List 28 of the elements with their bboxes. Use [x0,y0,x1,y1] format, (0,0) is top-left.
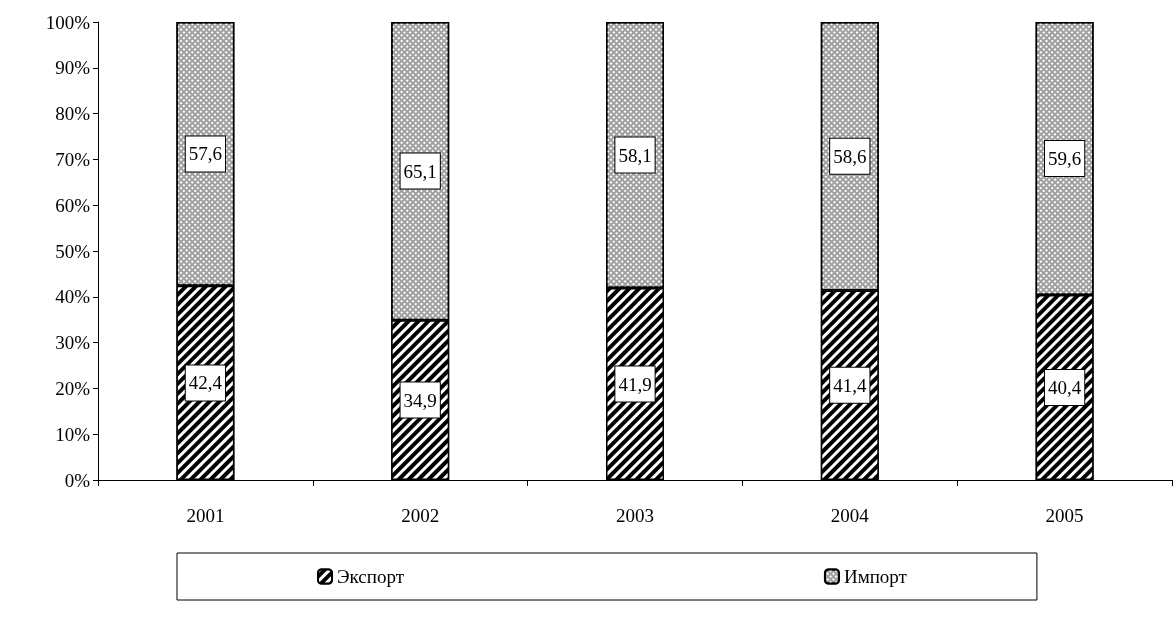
y-tick-label: 90% [55,57,91,79]
data-label: 57,6 [188,143,223,165]
data-label: 34,9 [403,389,437,411]
y-tick-label: 30% [55,332,91,354]
data-label: 59,6 [1047,147,1082,169]
data-label: 40,4 [1047,376,1082,398]
y-tick-label: 50% [55,240,91,262]
x-tick-label: 2005 [1045,505,1084,526]
x-tick-label: 2002 [401,505,440,526]
data-label: 58,1 [618,144,652,166]
legend-label: Импорт [843,566,908,587]
y-tick-label: 100% [45,11,91,33]
y-tick-label: 10% [55,423,91,445]
x-tick-label: 2004 [830,505,870,526]
y-tick-label: 70% [55,148,91,170]
data-label: 42,4 [188,372,223,394]
x-tick-label: 2003 [616,505,654,526]
y-tick-label: 20% [55,377,91,399]
data-label: 41,4 [833,374,867,396]
y-tick-label: 60% [55,194,91,216]
y-tick-label: 40% [55,286,91,308]
y-tick-label: 0% [64,469,91,491]
x-tick-label: 2001 [186,505,225,526]
legend-label: Экспорт [337,566,405,587]
data-label: 65,1 [403,160,437,182]
data-label: 58,6 [833,145,867,167]
data-label: 41,9 [618,373,652,395]
y-tick-label: 80% [55,103,91,125]
